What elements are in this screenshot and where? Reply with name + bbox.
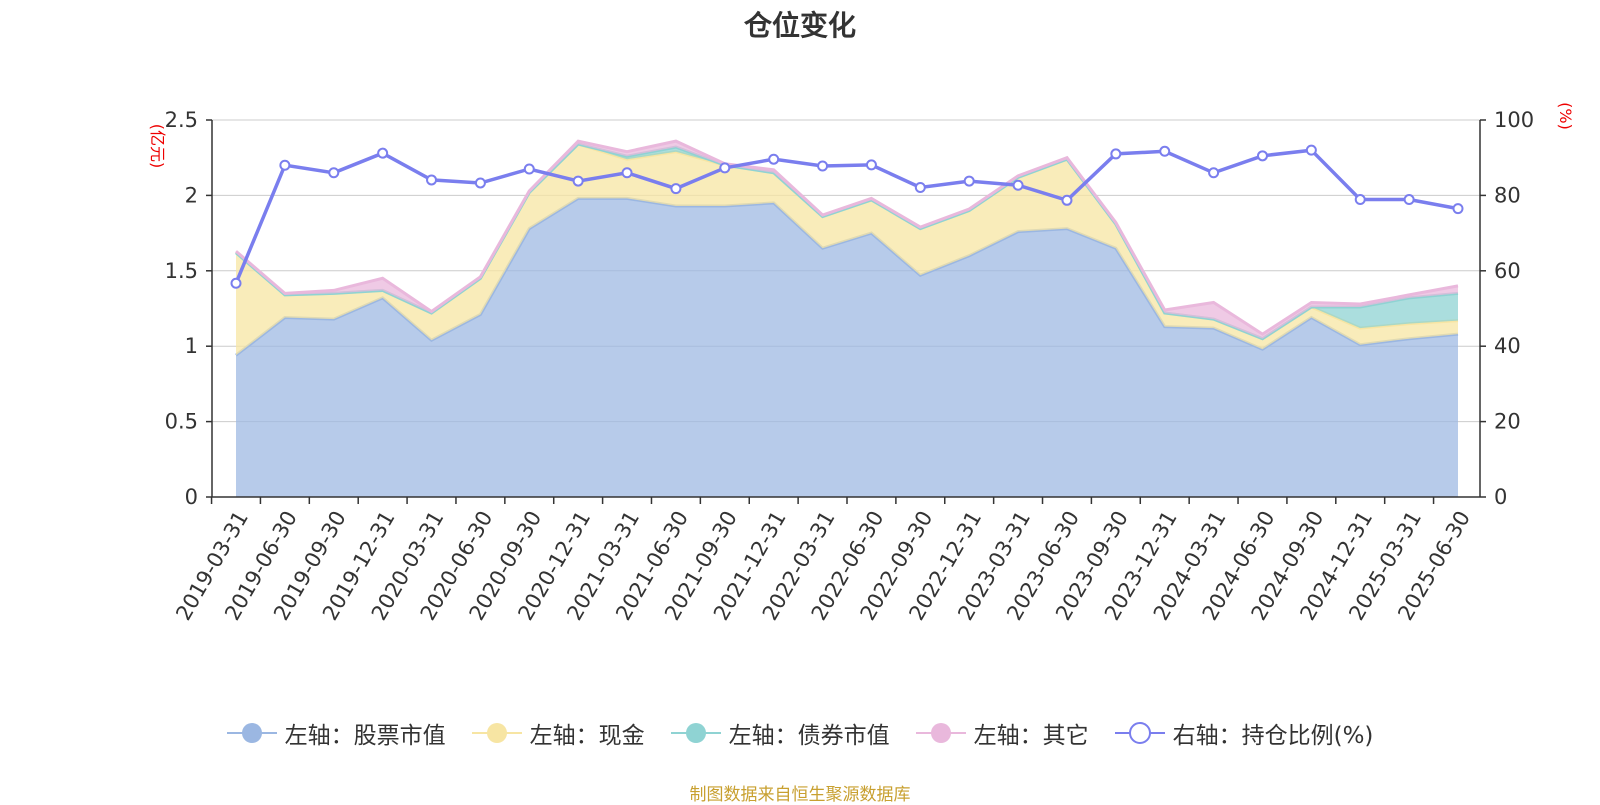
legend-label-cash: 左轴：现金: [529, 723, 645, 749]
ratio-point: [474, 177, 486, 189]
left-axis-unit: (亿元): [148, 124, 167, 169]
legend-label-ratio: 右轴：持仓比例(%): [1172, 723, 1374, 749]
area-cash: [236, 144, 1458, 356]
legend: 左轴：股票市值 左轴：现金 左轴：债券市值 左轴：其它 右轴：持仓比例(%): [0, 716, 1600, 750]
ratio-point: [963, 175, 975, 187]
ratio-point: [1354, 194, 1366, 206]
right-tick-label: 80: [1494, 183, 1521, 207]
ratio-point: [1256, 150, 1268, 162]
legend-label-other: 左轴：其它: [973, 723, 1089, 749]
ratio-point: [865, 159, 877, 171]
legend-symbol-stock: [226, 723, 277, 743]
ratio-point: [719, 162, 731, 174]
ratio-line-path: [234, 148, 1459, 284]
area-stock: [236, 198, 1458, 497]
right-tick-label: 100: [1494, 108, 1534, 132]
ratio-point: [1403, 194, 1415, 206]
legend-item-cash[interactable]: 左轴：现金: [471, 716, 645, 750]
ratio-point: [1159, 145, 1171, 157]
ratio-point: [1452, 203, 1464, 215]
stacked-areas: [235, 139, 1459, 497]
legend-item-other[interactable]: 左轴：其它: [915, 716, 1089, 750]
ratio-point: [768, 153, 780, 165]
left-tick-label: 0: [185, 485, 198, 509]
right-axis-unit: (%): [1556, 102, 1575, 130]
ratio-point: [817, 160, 829, 172]
ratio-point: [1110, 148, 1122, 160]
ratio-point: [230, 277, 242, 289]
legend-symbol-other: [915, 723, 966, 743]
ratio-point: [1012, 179, 1024, 191]
ratio-point: [670, 183, 682, 195]
right-tick-label: 20: [1494, 410, 1521, 434]
legend-symbol-cash: [471, 723, 522, 743]
left-tick-label: 2: [185, 183, 198, 207]
ratio-point: [1208, 167, 1220, 179]
legend-item-ratio[interactable]: 右轴：持仓比例(%): [1114, 716, 1374, 750]
legend-label-stock: 左轴：股票市值: [284, 723, 446, 749]
legend-symbol-bond: [670, 723, 721, 743]
chart-area: 00.511.522.50204060801002019-03-312019-0…: [148, 102, 1575, 624]
legend-label-bond: 左轴：债券市值: [728, 723, 890, 749]
left-tick-label: 2.5: [165, 108, 198, 132]
ratio-point: [279, 159, 291, 171]
ratio-point: [523, 163, 535, 175]
left-tick-label: 1.5: [165, 259, 198, 283]
legend-symbol-ratio: [1114, 722, 1165, 744]
left-tick-label: 0.5: [165, 410, 198, 434]
ratio-point: [914, 181, 926, 193]
ratio-point: [377, 147, 389, 159]
legend-item-bond[interactable]: 左轴：债券市值: [670, 716, 890, 750]
ratio-point: [621, 167, 633, 179]
legend-item-stock[interactable]: 左轴：股票市值: [226, 716, 446, 750]
area-edge-other: [235, 139, 1459, 336]
chart-title: 仓位变化: [743, 9, 856, 42]
right-tick-label: 0: [1494, 485, 1507, 509]
ratio-point: [328, 167, 340, 179]
ratio-line: [230, 144, 1464, 289]
right-tick-label: 40: [1494, 334, 1521, 358]
ratio-point: [1061, 194, 1073, 206]
right-tick-label: 60: [1494, 259, 1521, 283]
left-tick-label: 1: [185, 334, 198, 358]
data-source-note: 制图数据来自恒生聚源数据库: [689, 785, 911, 805]
ratio-point: [1305, 144, 1317, 156]
ratio-point: [426, 174, 438, 186]
ratio-point: [572, 175, 584, 187]
